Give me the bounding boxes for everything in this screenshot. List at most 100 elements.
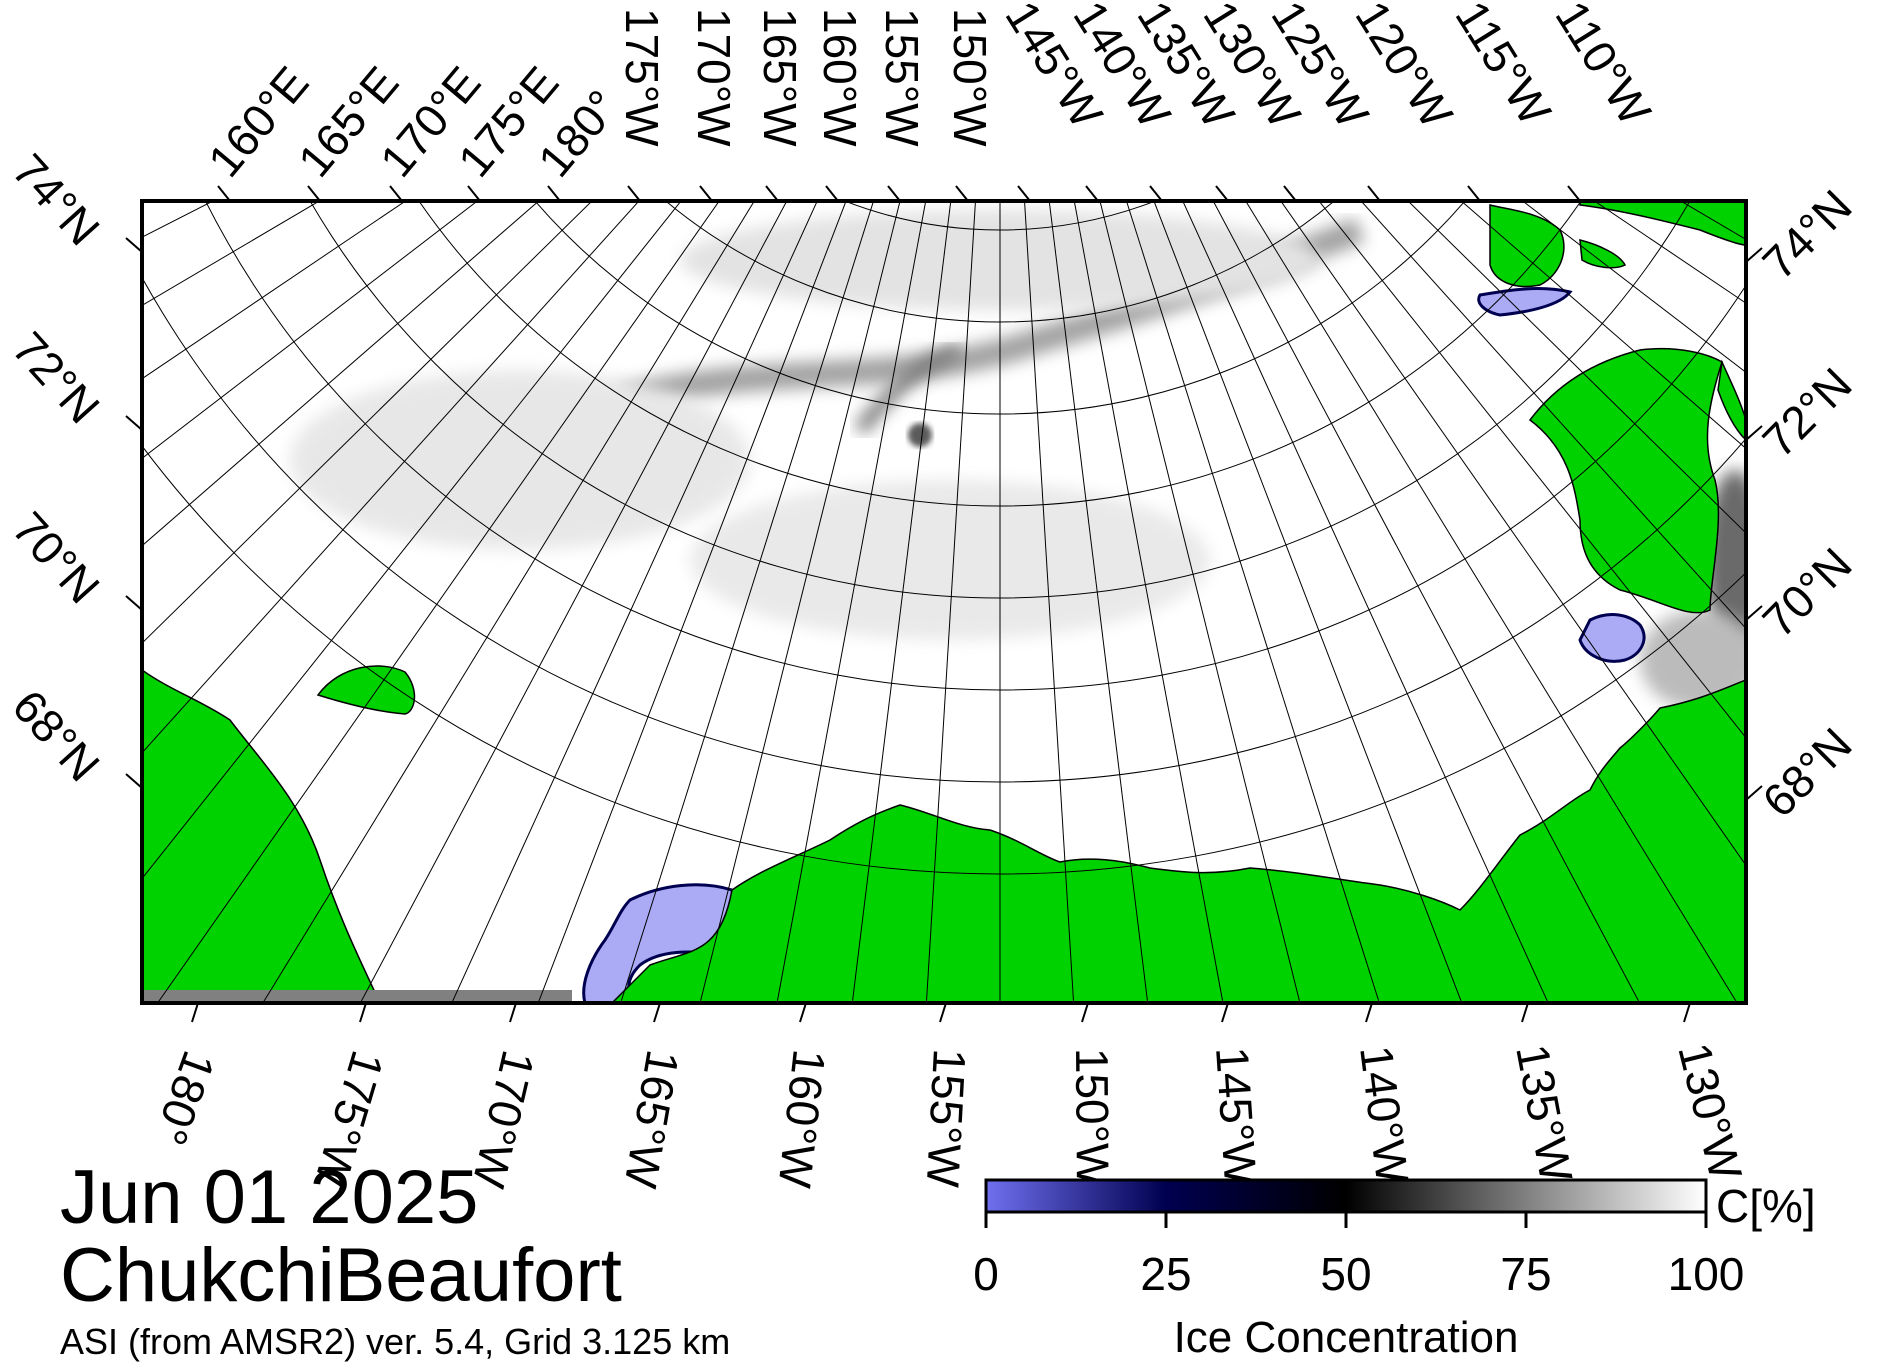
- longitude-line: [1073, 201, 1224, 1003]
- top-tick: [1367, 185, 1381, 202]
- bottom-longitude-label: 145°W: [1206, 1045, 1267, 1187]
- map-frame: [140, 199, 1748, 1005]
- bottom-tick: [191, 1002, 199, 1023]
- colorbar-ticks: 0 25 50 75 100: [973, 1212, 1744, 1300]
- top-tick: [217, 185, 231, 202]
- longitude-line: [451, 201, 818, 1003]
- left-latitude-label: 68°N: [3, 680, 110, 791]
- longitude-line: [1407, 201, 1746, 534]
- low-concentration-patches: [582, 287, 1646, 1003]
- map-content: [0, 0, 1746, 1003]
- colorbar-tick-label: 0: [973, 1248, 999, 1300]
- longitude-line: [1048, 201, 1149, 1003]
- bottom-longitude-label: 135°W: [1506, 1040, 1583, 1186]
- right-tick: [1745, 785, 1763, 801]
- bottom-tick: [359, 1002, 367, 1023]
- bottom-tick: [799, 1002, 807, 1023]
- longitude-line: [1099, 201, 1301, 1003]
- right-latitude-label: 68°N: [1752, 718, 1861, 827]
- colorbar-ramp: [984, 1178, 1708, 1214]
- longitude-line: [142, 201, 479, 459]
- longitude-line: [142, 201, 215, 238]
- bottom-longitude-label: 180°: [144, 1045, 225, 1152]
- longitude-line: [1460, 201, 1746, 450]
- top-longitude-label: 115°W: [1446, 0, 1562, 134]
- date-title: Jun 01 2025: [60, 1155, 479, 1240]
- top-tick: [307, 185, 321, 202]
- wrangel-island: [316, 665, 416, 715]
- top-tick: [699, 185, 713, 202]
- top-tick: [1149, 185, 1163, 202]
- prince-patrick-island: [1489, 204, 1565, 288]
- bottom-tick: [1081, 1002, 1089, 1023]
- frame-ticks: [125, 185, 1763, 1023]
- land: [142, 201, 1746, 1003]
- right-tick: [1745, 425, 1763, 441]
- left-tick: [125, 595, 143, 611]
- top-tick: [1283, 185, 1297, 202]
- top-tick: [467, 185, 481, 202]
- left-latitude-label: 70°N: [3, 502, 110, 613]
- bottom-longitude-label: 140°W: [1350, 1043, 1419, 1188]
- top-tick: [547, 185, 561, 202]
- bottom-longitude-label: 155°W: [917, 1047, 976, 1189]
- right-latitude-label: 70°N: [1752, 538, 1861, 647]
- bottom-longitude-label: 150°W: [1066, 1048, 1119, 1188]
- colorbar-title: Ice Concentration: [1174, 1313, 1519, 1362]
- longitude-line: [1212, 201, 1641, 1003]
- chukotka-peninsula: [142, 669, 381, 1003]
- bottom-tick: [509, 1002, 517, 1023]
- top-longitude-label: 150°W: [944, 8, 996, 147]
- left-tick: [125, 415, 143, 431]
- longitude-line: [142, 201, 407, 380]
- top-longitude-label: 155°W: [876, 8, 928, 147]
- longitude-line: [699, 201, 901, 1003]
- longitude-line: [776, 201, 927, 1003]
- right-tick: [1745, 247, 1763, 263]
- top-tick: [627, 185, 641, 202]
- longitude-line: [851, 201, 952, 1003]
- left-latitude-label: 74°N: [3, 144, 110, 255]
- colorbar-tick-label: 75: [1500, 1248, 1551, 1300]
- longitude-line: [1280, 201, 1746, 867]
- top-tick: [1467, 185, 1481, 202]
- top-tick: [1567, 185, 1581, 202]
- colorbar-tick-label: 100: [1668, 1248, 1745, 1300]
- longitude-line: [142, 201, 540, 547]
- bottom-tick: [653, 1002, 661, 1023]
- top-tick: [825, 185, 839, 202]
- longitude-line: [620, 201, 875, 1003]
- region-title: ChukchiBeaufort: [60, 1233, 622, 1318]
- longitude-line: [359, 201, 788, 1003]
- left-latitude-label: 72°N: [3, 322, 110, 433]
- top-longitude-label: 160°W: [814, 8, 866, 147]
- kotzebue-sound-ice: [582, 883, 735, 1003]
- eglinton-island: [1579, 239, 1627, 269]
- top-longitude-label: 165°W: [754, 8, 806, 147]
- graticule: [0, 0, 1746, 1003]
- longitude-line: [1360, 201, 1746, 630]
- longitude-line: [1024, 201, 1075, 1003]
- top-tick: [389, 185, 403, 202]
- longitude-line: [0, 0, 625, 48]
- longitude-line: [142, 201, 682, 880]
- right-latitude-label: 72°N: [1752, 358, 1861, 467]
- bottom-tick: [1365, 1002, 1373, 1023]
- bottom-tick: [1683, 1002, 1691, 1023]
- top-longitude-label: 110°W: [1546, 0, 1662, 134]
- colorbar-unit: C[%]: [1716, 1180, 1816, 1232]
- longitude-line: [1125, 201, 1380, 1003]
- ice-east-grey: [1640, 610, 1746, 710]
- top-tick: [1215, 185, 1229, 202]
- no-data-lower-left: [142, 990, 572, 1003]
- ice-dense-patch: [908, 423, 932, 447]
- longitude-line: [262, 201, 755, 1003]
- ice-diffuse-west: [290, 370, 750, 550]
- longitude-line: [1245, 201, 1738, 1003]
- mcclure-strait-ice: [1477, 287, 1573, 317]
- bottom-tick: [1221, 1002, 1229, 1023]
- colorbar-tick-label: 50: [1320, 1248, 1371, 1300]
- product-info: ASI (from AMSR2) ver. 5.4, Grid 3.125 km: [60, 1321, 731, 1362]
- longitude-line: [142, 201, 593, 644]
